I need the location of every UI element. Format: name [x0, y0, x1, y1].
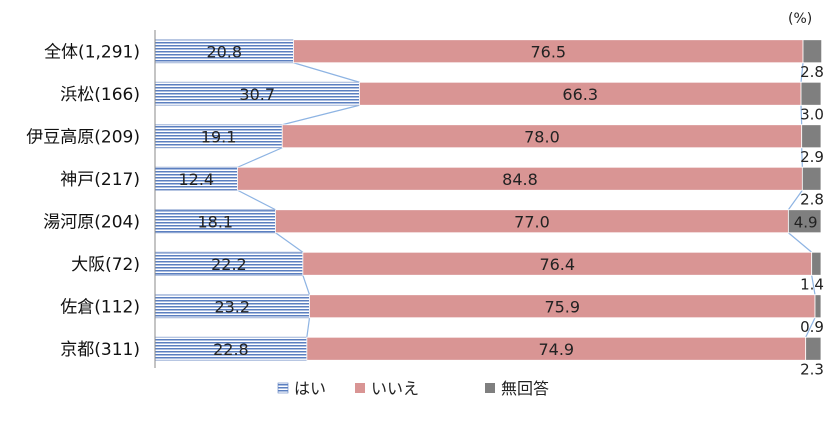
- value-label-iie: 84.8: [502, 170, 538, 189]
- connector-line: [293, 62, 360, 83]
- value-label-hai: 18.1: [197, 212, 233, 231]
- bar-京都-無回答: [805, 336, 822, 361]
- connector-line: [805, 317, 816, 338]
- bar-湯河原-無回答: [787, 209, 822, 234]
- bar-佐倉-無回答: [814, 294, 822, 319]
- category-label: 神戸(217): [60, 170, 140, 190]
- value-label-iie: 75.9: [544, 297, 580, 316]
- legend-label-はい: はい: [294, 379, 326, 398]
- value-labels: 20.8 76.5 2.8 30.7 66.3 3.0 19.1 78.0 2.9 12.4 84.…: [178, 42, 823, 378]
- connector-line: [275, 232, 304, 253]
- value-label-hai: 30.7: [239, 85, 275, 104]
- legend-swatch-はい: [277, 382, 289, 394]
- value-label-iie: 76.5: [530, 42, 566, 61]
- legend-label-いいえ: いいえ: [371, 379, 419, 398]
- value-label-iie: 66.3: [562, 85, 598, 104]
- legend-label-無回答: 無回答: [501, 379, 549, 398]
- category-label: 佐倉(112): [60, 297, 140, 317]
- value-label-hai: 22.2: [211, 255, 247, 274]
- connector-line: [787, 189, 803, 211]
- category-label: 浜松(166): [60, 85, 140, 105]
- value-label-mukaitou: 2.9: [800, 148, 824, 166]
- connector-line: [800, 105, 803, 125]
- series-connectors: [237, 62, 816, 338]
- category-label: 湯河原(204): [43, 212, 140, 232]
- category-labels: 全体(1,291) 浜松(166) 伊豆高原(209) 神戸(217) 湯河原(204)…: [26, 42, 140, 360]
- legend: はい いいえ 無回答: [277, 379, 549, 398]
- value-label-mukaitou: 2.3: [800, 360, 824, 378]
- value-label-hai: 22.8: [213, 340, 249, 359]
- bars-group: [154, 39, 823, 361]
- value-label-hai: 19.1: [201, 127, 237, 146]
- value-label-mukaitou: 3.0: [800, 105, 824, 123]
- value-label-mukaitou: 4.9: [794, 213, 818, 231]
- category-label: 京都(311): [60, 340, 140, 360]
- bar-伊豆高原-無回答: [801, 124, 822, 149]
- legend-swatch-いいえ: [355, 383, 365, 393]
- unit-label: (%): [788, 11, 812, 27]
- value-label-hai: 20.8: [206, 42, 242, 61]
- connector-line: [800, 62, 804, 83]
- value-label-mukaitou: 0.9: [800, 318, 824, 336]
- value-label-hai: 23.2: [214, 297, 250, 316]
- category-label: 大阪(72): [71, 255, 140, 275]
- category-label: 伊豆高原(209): [26, 127, 140, 147]
- connector-line: [801, 147, 803, 168]
- value-label-iie: 77.0: [514, 212, 550, 231]
- legend-swatch-無回答: [485, 383, 495, 393]
- bar-浜松-無回答: [800, 81, 822, 106]
- bar-全体-無回答: [802, 39, 823, 64]
- bar-神戸-無回答: [801, 166, 822, 191]
- connector-line: [302, 275, 311, 295]
- connector-line: [237, 147, 283, 168]
- connector-line: [787, 232, 813, 253]
- connector-line: [811, 275, 816, 295]
- value-label-hai: 12.4: [178, 170, 214, 189]
- bar-大阪-無回答: [811, 251, 822, 276]
- value-label-iie: 76.4: [539, 255, 575, 274]
- connector-line: [282, 104, 360, 126]
- value-label-iie: 78.0: [524, 127, 560, 146]
- value-label-iie: 74.9: [538, 340, 574, 359]
- connector-line: [237, 189, 276, 211]
- value-label-mukaitou: 2.8: [800, 63, 824, 81]
- value-label-mukaitou: 2.8: [800, 190, 824, 208]
- connector-line: [306, 317, 311, 338]
- value-label-mukaitou: 1.4: [800, 275, 824, 293]
- category-label: 全体(1,291): [44, 42, 140, 62]
